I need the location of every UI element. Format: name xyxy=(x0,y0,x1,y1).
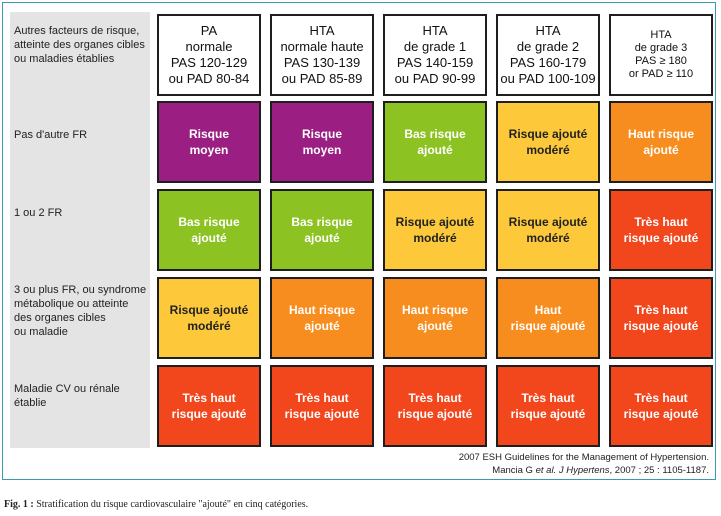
row-label-2: 1 ou 2 FR xyxy=(14,207,63,219)
risk-cell: Très haut risque ajouté xyxy=(496,365,600,447)
citation: 2007 ESH Guidelines for the Management o… xyxy=(459,451,709,477)
figure-caption: Fig. 1 : Stratification du risque cardio… xyxy=(4,499,308,510)
column-header-line: PAS ≥ 180 xyxy=(635,55,687,67)
column-header-line: HTA xyxy=(422,23,448,38)
column-header-line: HTA xyxy=(309,23,335,38)
column-header-line: normale xyxy=(185,39,233,54)
risk-cell: Bas risque ajouté xyxy=(383,101,487,183)
column-header-2: HTA normale haute PAS 130-139 ou PAD 85-89 xyxy=(270,14,374,96)
column-header-line: ou PAD 85-89 xyxy=(281,71,363,86)
citation-volume: , 2007 ; 25 : 1105-1187. xyxy=(609,465,709,476)
column-header-3: HTA de grade 1 PAS 140-159 ou PAD 90-99 xyxy=(383,14,487,96)
column-header-line: PA xyxy=(200,23,218,38)
citation-authors: Mancia G xyxy=(492,465,536,476)
risk-cell: Risque ajouté modéré xyxy=(496,101,600,183)
citation-line-1: 2007 ESH Guidelines for the Management o… xyxy=(458,452,709,463)
risk-cell: Très haut risque ajouté xyxy=(609,365,713,447)
risk-cell: Risque ajouté modéré xyxy=(383,189,487,271)
column-header-line: HTA xyxy=(650,29,672,41)
figure-caption-text: Stratification du risque cardiovasculair… xyxy=(33,499,309,510)
row-label-3: 3 ou plus FR, ou syndrome métabolique ou… xyxy=(14,284,147,338)
corner-label: Autres facteurs de risque, atteinte des … xyxy=(14,25,145,65)
row-label-4: Maladie CV ou rénale établie xyxy=(14,383,120,409)
risk-cell: Très haut risque ajouté xyxy=(383,365,487,447)
risk-cell: Très haut risque ajouté xyxy=(270,365,374,447)
column-header-line: or PAD ≥ 110 xyxy=(628,68,694,80)
figure-caption-label: Fig. 1 : xyxy=(4,499,34,510)
risk-cell: Très haut risque ajouté xyxy=(609,189,713,271)
risk-cell: Risque ajouté modéré xyxy=(157,277,261,359)
row-label-1: Pas d'autre FR xyxy=(14,129,88,141)
column-header-line: de grade 2 xyxy=(516,39,580,54)
column-header-line: PAS 120-129 xyxy=(170,55,248,70)
risk-cell: Risque ajouté modéré xyxy=(496,189,600,271)
risk-cell: Haut risque ajouté xyxy=(496,277,600,359)
column-header-4: HTA de grade 2 PAS 160-179 ou PAD 100-109 xyxy=(496,14,600,96)
column-header-line: ou PAD 100-109 xyxy=(500,71,596,86)
column-header-line: PAS 140-159 xyxy=(396,55,474,70)
column-header-1: PA normale PAS 120-129 ou PAD 80-84 xyxy=(157,14,261,96)
column-header-line: de grade 3 xyxy=(634,42,688,54)
risk-cell: Bas risque ajouté xyxy=(270,189,374,271)
risk-cell: Risque moyen xyxy=(270,101,374,183)
column-header-line: de grade 1 xyxy=(403,39,467,54)
column-header-line: HTA xyxy=(535,23,561,38)
column-header-line: PAS 160-179 xyxy=(509,55,587,70)
row-label-column xyxy=(10,12,150,448)
risk-cell: Haut risque ajouté xyxy=(383,277,487,359)
risk-cell: Haut risque ajouté xyxy=(609,101,713,183)
risk-cell: Haut risque ajouté xyxy=(270,277,374,359)
column-header-line: ou PAD 80-84 xyxy=(168,71,250,86)
column-header-line: normale haute xyxy=(280,39,364,54)
risk-cell: Risque moyen xyxy=(157,101,261,183)
column-header-line: PAS 130-139 xyxy=(283,55,361,70)
column-header-line: ou PAD 90-99 xyxy=(394,71,476,86)
risk-cell: Bas risque ajouté xyxy=(157,189,261,271)
risk-cell: Très haut risque ajouté xyxy=(157,365,261,447)
citation-line-2: Mancia G et al. J Hypertens, 2007 ; 25 :… xyxy=(459,464,709,477)
column-header-5: HTA de grade 3 PAS ≥ 180 or PAD ≥ 110 xyxy=(609,14,713,96)
citation-journal: et al. J Hypertens xyxy=(535,465,610,476)
risk-cell: Très haut risque ajouté xyxy=(609,277,713,359)
